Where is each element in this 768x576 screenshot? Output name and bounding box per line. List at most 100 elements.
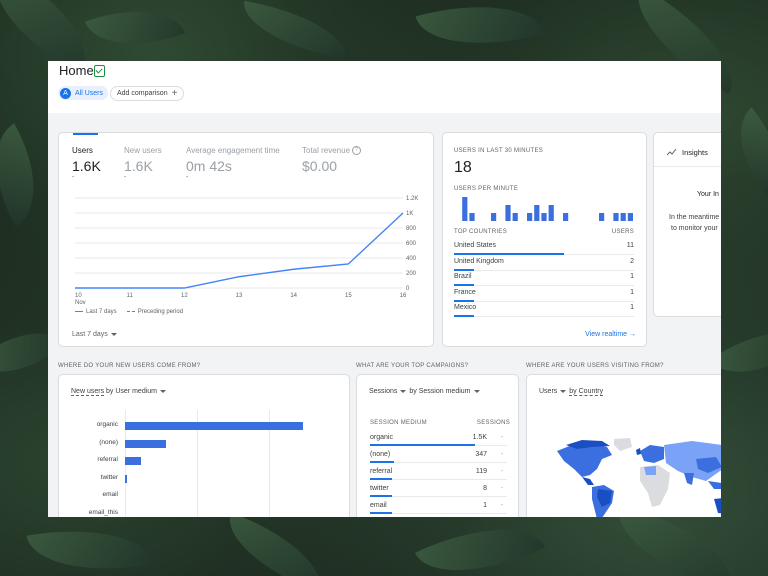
sessions-value: 1 xyxy=(483,502,487,509)
bar[interactable] xyxy=(125,457,142,465)
geo-section-title: WHERE ARE YOUR USERS VISITING FROM? xyxy=(526,363,664,369)
bar[interactable] xyxy=(125,474,127,483)
arrow-right-icon: → xyxy=(629,331,636,338)
country-bar xyxy=(454,284,474,286)
trending-icon xyxy=(667,148,677,156)
y-tick-label: 200 xyxy=(406,271,417,277)
medium-bar xyxy=(370,478,392,480)
insights-text: Your In xyxy=(697,191,719,198)
metric-change: - xyxy=(186,174,189,181)
map-uk xyxy=(636,448,641,455)
metric-tab-engagement[interactable]: Average engagement time 0m 42s - xyxy=(186,146,280,181)
chart-legend: Last 7 days Preceding period xyxy=(75,309,183,315)
map-africa-north xyxy=(644,466,656,475)
campaign-row: (none) 347 - xyxy=(370,446,507,463)
country-users: 2 xyxy=(630,257,634,265)
sessions-value: 8 xyxy=(483,485,487,492)
bar[interactable] xyxy=(125,422,303,430)
medium-bar xyxy=(370,495,392,497)
medium-name: organic xyxy=(370,434,393,441)
map-brazil xyxy=(597,489,612,507)
country-row: United Kingdom 2 xyxy=(454,255,634,271)
leaf xyxy=(215,512,335,576)
leaf xyxy=(415,0,545,65)
campaigns-table-header: SESSION MEDIUM SESSIONS xyxy=(370,420,510,426)
segment-chip[interactable]: A All Users xyxy=(58,86,109,100)
metric-value: 1.6K xyxy=(72,158,101,174)
view-realtime-link[interactable]: View realtime → xyxy=(585,331,636,338)
map-europe xyxy=(640,445,664,463)
sessions-value: 347 xyxy=(475,451,487,458)
metric-value: 1.6K xyxy=(124,158,153,174)
map-canada xyxy=(566,440,610,449)
medium-bar xyxy=(370,444,475,446)
date-range-dropdown[interactable]: Last 7 days xyxy=(72,331,120,338)
insights-text: to monitor your xyxy=(671,225,718,232)
country-name: Brazil xyxy=(454,273,472,280)
users-column-header: USERS xyxy=(611,229,634,235)
minute-bar xyxy=(534,205,540,221)
leaf xyxy=(85,0,185,65)
country-row: Brazil 1 xyxy=(454,270,634,286)
campaigns-dimension-dropdown[interactable]: Sessions by Session medium xyxy=(369,388,483,395)
metric-value: 0m 42s xyxy=(186,158,232,174)
minute-bar xyxy=(599,213,605,221)
geo-dimension-dropdown[interactable]: Users by Country xyxy=(539,388,604,396)
solid-line-icon xyxy=(75,310,83,312)
bar-label: twitter xyxy=(100,473,118,481)
realtime-header: USERS IN LAST 30 MINUTES xyxy=(454,148,544,154)
campaign-row: email 1 - xyxy=(370,497,507,514)
dimension-label: by Country xyxy=(569,388,604,396)
segment-badge: A xyxy=(60,87,71,99)
map-australia xyxy=(714,498,721,514)
x-tick-label: 15 xyxy=(345,293,352,299)
new-users-dimension-dropdown[interactable]: New users by User medium xyxy=(71,388,169,396)
x-tick-label: 13 xyxy=(236,293,243,299)
minute-bar xyxy=(627,213,633,221)
view-realtime-label: View realtime xyxy=(585,331,628,338)
minute-bar xyxy=(548,205,554,221)
series-line xyxy=(75,212,404,289)
add-comparison-button[interactable]: Add comparison + xyxy=(110,86,185,101)
metric-tab-new-users[interactable]: New users 1.6K - xyxy=(124,146,162,181)
insights-title: Insights xyxy=(682,148,708,157)
x-tick-label: 11 xyxy=(127,293,134,299)
country-bar xyxy=(454,315,474,317)
country-bar xyxy=(454,299,474,302)
bar-label: email_this xyxy=(88,508,118,516)
minute-bar xyxy=(491,213,497,221)
chevron-down-icon xyxy=(473,389,480,393)
bar[interactable] xyxy=(125,439,166,448)
y-tick-label: 400 xyxy=(406,256,417,262)
metric-label: Users xyxy=(72,146,93,155)
country-users: 1 xyxy=(630,288,634,296)
minute-bar xyxy=(541,213,547,221)
dimension-label: by Session medium xyxy=(409,388,471,395)
y-tick-label: 1.2K xyxy=(406,196,418,202)
metric-tab-revenue[interactable]: Total revenue? $0.00 xyxy=(302,146,362,174)
metrics-card: Users 1.6K - New users 1.6K - Average en… xyxy=(58,132,434,347)
country-name: Mexico xyxy=(454,304,477,311)
realtime-value: 18 xyxy=(454,159,472,176)
metric-tab-users[interactable]: Users 1.6K - xyxy=(72,146,101,181)
country-bar xyxy=(454,268,474,271)
bar-label: email xyxy=(102,491,118,498)
insights-text: In the meantime xyxy=(669,214,720,221)
chevron-down-icon xyxy=(110,332,117,336)
sessions-delta: - xyxy=(500,451,503,458)
metric-change: - xyxy=(72,174,75,181)
country-name: United States xyxy=(454,242,497,249)
leaf xyxy=(26,514,154,576)
minute-bar xyxy=(613,213,619,221)
medium-name: (none) xyxy=(370,451,391,458)
campaigns-section-title: WHAT ARE YOUR TOP CAMPAIGNS? xyxy=(356,363,469,369)
legend-previous: Preceding period xyxy=(126,309,183,315)
country-users: 11 xyxy=(626,242,634,249)
bar-label: referral xyxy=(97,456,118,463)
x-tick-label: 16 xyxy=(400,293,407,299)
chevron-down-icon xyxy=(160,389,166,393)
x-tick-label: 10 xyxy=(75,293,82,299)
col-medium: SESSION MEDIUM xyxy=(370,420,427,426)
top-countries-header: TOP COUNTRIES xyxy=(454,229,508,235)
help-icon[interactable]: ? xyxy=(352,146,362,156)
